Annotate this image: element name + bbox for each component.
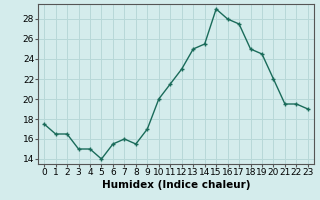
X-axis label: Humidex (Indice chaleur): Humidex (Indice chaleur)	[102, 180, 250, 190]
